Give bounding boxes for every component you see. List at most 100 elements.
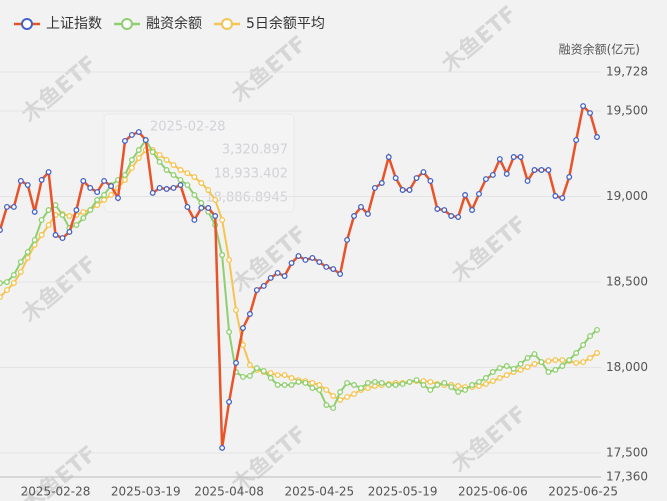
point [163,167,170,173]
point [191,216,198,223]
point [253,287,260,294]
point [156,159,163,165]
point [462,386,469,393]
point [101,192,108,198]
point [503,170,510,177]
point [573,350,580,356]
point [420,169,427,176]
point [330,405,337,412]
point [462,192,469,198]
point [476,378,482,385]
point [163,186,170,192]
point [205,187,212,193]
point [80,215,87,222]
point [427,386,434,393]
x-tick-label: 2025-04-08 [194,485,264,499]
series [0,103,600,451]
point [559,363,566,369]
point [580,103,587,109]
point [94,189,101,196]
x-tick-label: 2025-04-25 [284,485,354,499]
point [323,264,330,270]
point [364,211,371,217]
point [24,254,31,261]
point [226,398,233,405]
point [260,368,267,374]
point [413,175,420,181]
point [233,359,239,366]
point [434,206,441,212]
point [351,213,357,219]
point [489,378,496,385]
point [94,196,101,203]
point [3,279,10,285]
point [177,176,184,183]
point [38,232,45,238]
point [17,177,24,184]
legend-label: 融资余额 [146,15,202,32]
point [531,351,538,357]
point [246,372,253,379]
point [191,174,198,180]
x-tick-label: 2025-02-28 [21,485,91,499]
point [406,187,413,193]
point [122,172,128,178]
point [573,137,580,144]
point [552,193,559,199]
point [392,175,399,181]
tooltip: 2025-02-28 3,320.897 18,933.402 18,886.8… [103,113,295,213]
legend-marker [21,18,33,30]
y-tick-label: 17,500 [606,446,648,460]
point [594,134,600,140]
point [274,382,281,388]
point [309,385,316,392]
point [66,228,73,235]
watermark: 木鱼ETF [226,31,312,109]
point [274,270,281,276]
y-tick-label: 19,728 [606,65,648,79]
point [545,167,552,173]
point [496,156,503,163]
watermark: 木鱼ETF [226,221,312,299]
y-tick-label: 19,000 [606,189,648,203]
point [73,207,80,213]
point [233,307,239,314]
point [198,200,205,206]
point [323,402,330,408]
point [594,350,600,356]
point [448,213,455,219]
point [267,375,274,381]
point [45,169,52,176]
point [156,151,163,158]
point [163,156,170,163]
point [316,382,323,388]
point [559,357,566,363]
x-tick-label: 2025-03-19 [111,485,181,499]
point [580,359,587,366]
point [219,216,226,223]
point [108,192,115,198]
point [38,176,45,183]
point [17,259,24,265]
point [392,382,399,388]
point [302,257,309,263]
point [566,174,573,180]
point [24,182,31,189]
point [337,271,344,277]
point [455,214,462,220]
point [413,377,420,383]
point [309,379,316,386]
point [101,196,108,203]
point [371,378,378,385]
point [267,274,274,281]
point [323,386,330,393]
point [316,259,323,265]
point [441,379,448,386]
x-tick-label: 2025-06-25 [548,485,618,499]
tooltip-date: 2025-02-28 [150,120,226,135]
tooltip-value: 3,320.897 [222,143,288,158]
point [580,342,587,348]
point [510,154,517,160]
point [406,378,413,385]
